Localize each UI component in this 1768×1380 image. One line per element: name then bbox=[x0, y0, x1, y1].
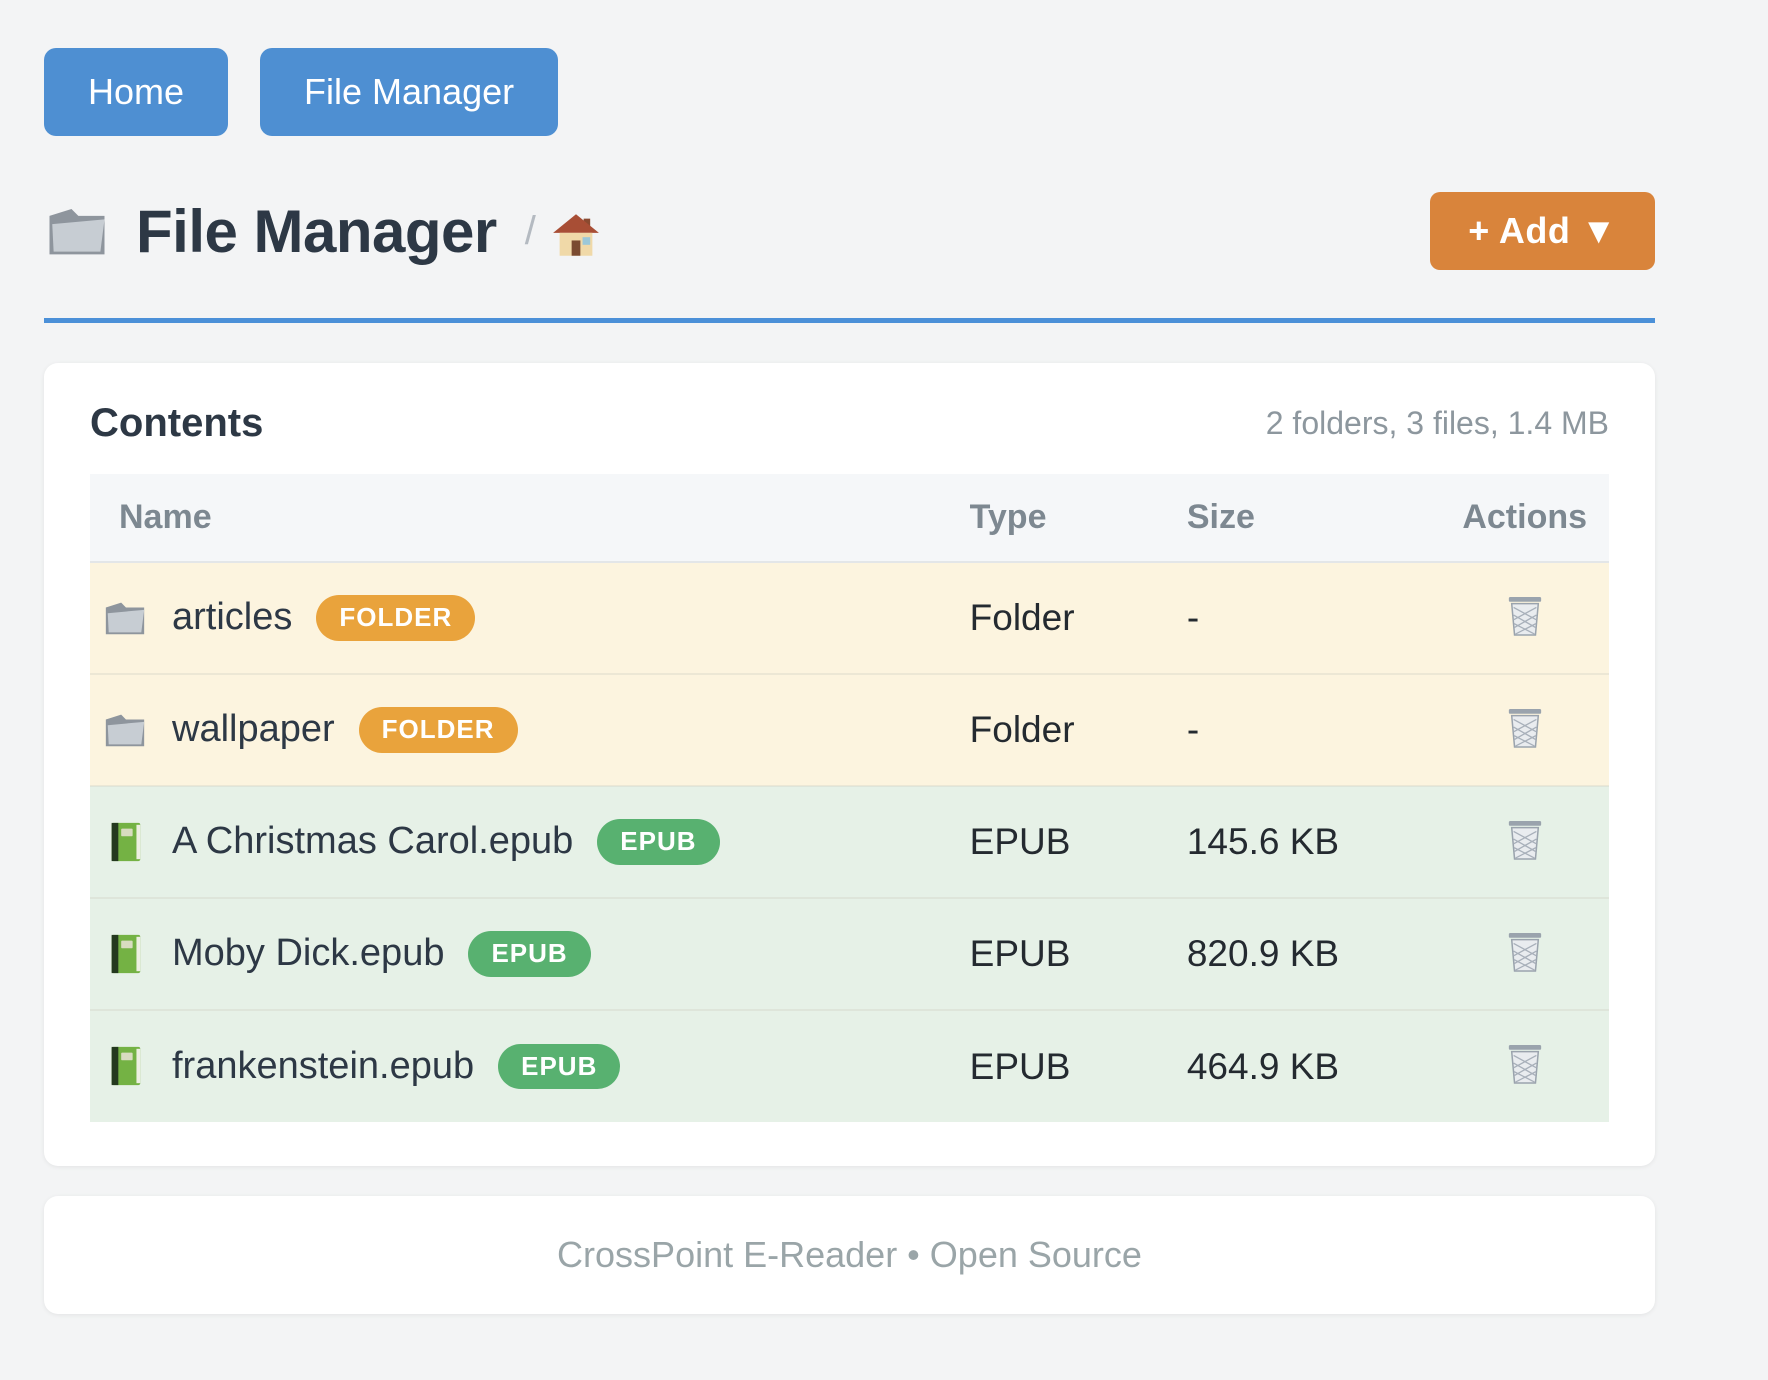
entry-name[interactable]: wallpaper bbox=[172, 708, 335, 751]
delete-button[interactable] bbox=[1502, 702, 1548, 754]
file-table-head: Name Type Size Actions bbox=[90, 474, 1609, 562]
entry-size: - bbox=[1186, 597, 1200, 638]
entry-size: - bbox=[1186, 709, 1200, 750]
folder-icon bbox=[105, 602, 145, 635]
table-row: articles FOLDER Folder - bbox=[90, 562, 1609, 674]
entry-name[interactable]: frankenstein.epub bbox=[172, 1044, 475, 1087]
entry-type-badge: EPUB bbox=[597, 819, 720, 865]
entry-type: EPUB bbox=[969, 933, 1071, 974]
table-row: wallpaper FOLDER Folder - bbox=[90, 674, 1609, 786]
entry-type: Folder bbox=[969, 597, 1075, 638]
table-body: articles FOLDER Folder - wallpaper FOLDE… bbox=[90, 562, 1609, 1122]
title-divider bbox=[44, 318, 1655, 323]
footer-card: CrossPoint E-Reader • Open Source bbox=[44, 1196, 1655, 1314]
entry-type-badge: FOLDER bbox=[358, 707, 518, 753]
entry-size: 145.6 KB bbox=[1186, 821, 1340, 862]
book-icon bbox=[111, 934, 141, 974]
folder-icon bbox=[49, 209, 105, 255]
delete-button[interactable] bbox=[1502, 814, 1548, 866]
footer-text: CrossPoint E-Reader • Open Source bbox=[557, 1234, 1142, 1275]
table-row: frankenstein.epub EPUB EPUB 464.9 KB bbox=[90, 1010, 1609, 1122]
book-icon bbox=[111, 822, 141, 862]
trash-icon bbox=[1507, 595, 1542, 636]
entry-name[interactable]: articles bbox=[172, 596, 293, 639]
contents-summary: 2 folders, 3 files, 1.4 MB bbox=[1265, 405, 1609, 441]
entry-type: Folder bbox=[969, 709, 1075, 750]
entry-name[interactable]: Moby Dick.epub bbox=[172, 932, 445, 975]
book-icon bbox=[111, 1047, 141, 1086]
entry-name[interactable]: A Christmas Carol.epub bbox=[172, 820, 574, 863]
add-button[interactable]: + Add ▼ bbox=[1430, 192, 1655, 270]
entry-type-badge: EPUB bbox=[498, 1043, 621, 1090]
table-row: A Christmas Carol.epub EPUB EPUB 145.6 K… bbox=[90, 786, 1609, 898]
file-manager-nav-button[interactable]: File Manager bbox=[260, 48, 559, 136]
delete-button[interactable] bbox=[1502, 1038, 1548, 1090]
page-header: File Manager / + Add ▼ bbox=[44, 192, 1655, 270]
top-nav: Home File Manager bbox=[44, 48, 1655, 136]
entry-size: 820.9 KB bbox=[1186, 933, 1340, 974]
trash-icon bbox=[1507, 931, 1542, 972]
column-header-name: Name bbox=[90, 474, 941, 562]
home-icon[interactable] bbox=[552, 211, 600, 259]
entry-type: EPUB bbox=[969, 1045, 1071, 1087]
column-header-actions: Actions bbox=[1440, 474, 1609, 562]
folder-icon bbox=[105, 714, 145, 747]
contents-card: Contents 2 folders, 3 files, 1.4 MB Name… bbox=[44, 363, 1655, 1166]
file-table: Name Type Size Actions articles FOLDER F… bbox=[90, 474, 1609, 1122]
page-title-group: File Manager / bbox=[44, 197, 600, 266]
entry-type-badge: FOLDER bbox=[316, 595, 476, 641]
column-header-type: Type bbox=[940, 474, 1158, 562]
header-row: Name Type Size Actions bbox=[90, 474, 1609, 562]
page-title: File Manager bbox=[136, 197, 497, 265]
entry-size: 464.9 KB bbox=[1186, 1045, 1340, 1087]
entry-type-badge: EPUB bbox=[468, 931, 591, 977]
table-row: Moby Dick.epub EPUB EPUB 820.9 KB bbox=[90, 898, 1609, 1010]
delete-button[interactable] bbox=[1502, 926, 1548, 978]
contents-card-header: Contents 2 folders, 3 files, 1.4 MB bbox=[90, 401, 1609, 446]
column-header-size: Size bbox=[1157, 474, 1441, 562]
delete-button[interactable] bbox=[1502, 590, 1548, 642]
page: Home File Manager File Manager / + Add ▼… bbox=[44, 0, 1655, 1314]
breadcrumb-separator: / bbox=[524, 208, 536, 253]
trash-icon bbox=[1507, 1044, 1542, 1084]
trash-icon bbox=[1507, 819, 1542, 860]
home-nav-button[interactable]: Home bbox=[44, 48, 229, 136]
entry-type: EPUB bbox=[969, 821, 1071, 862]
contents-title: Contents bbox=[90, 401, 264, 445]
trash-icon bbox=[1507, 707, 1542, 748]
